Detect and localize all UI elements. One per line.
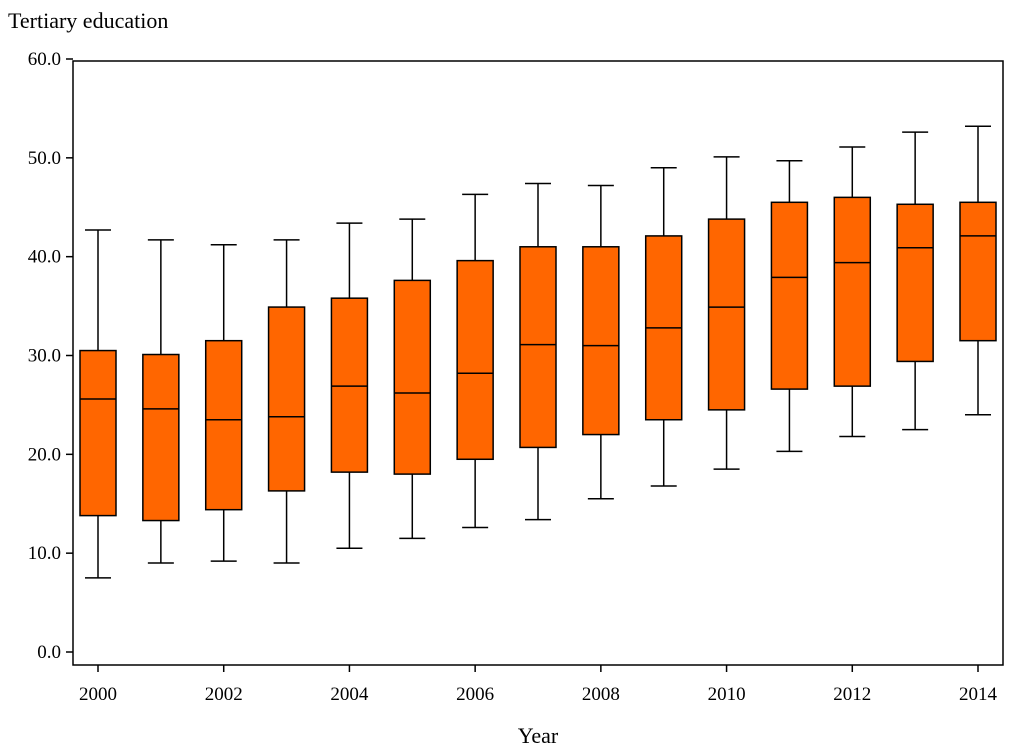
box-2000 [79, 229, 117, 579]
iqr-box [707, 218, 746, 411]
x-tick-label: 2004 [330, 684, 369, 705]
box-2011 [770, 160, 809, 453]
iqr-box [896, 203, 934, 363]
iqr-box [959, 201, 997, 342]
box-2008 [582, 184, 620, 500]
box-2009 [644, 166, 683, 487]
plot-area-frame [72, 60, 1004, 666]
box-2005 [393, 218, 432, 540]
x-tick-label: 2006 [456, 684, 494, 705]
box-2007 [519, 182, 557, 521]
box-2001 [142, 239, 180, 564]
y-tick-label: 10.0 [28, 543, 61, 564]
box-2012 [833, 146, 872, 438]
iqr-box [393, 279, 432, 475]
x-axis: 2000 2002 2004 2006 2008 2010 2012 2014 [79, 665, 998, 705]
iqr-box [267, 306, 306, 492]
y-tick-label: 0.0 [37, 642, 61, 663]
x-axis-title: Year [518, 723, 559, 748]
iqr-box [833, 196, 872, 387]
iqr-box [142, 353, 180, 522]
x-tick-label: 2010 [708, 684, 746, 705]
box-2014 [959, 125, 997, 416]
y-tick-label: 40.0 [28, 247, 61, 268]
x-tick-label: 2012 [833, 684, 871, 705]
iqr-box [204, 339, 243, 511]
iqr-box [79, 349, 117, 517]
box-2004 [330, 222, 369, 549]
box-series [79, 125, 997, 579]
box-2003 [267, 239, 306, 564]
y-tick-label: 50.0 [28, 148, 61, 169]
x-tick-label: 2008 [582, 684, 620, 705]
x-tick-label: 2002 [205, 684, 243, 705]
iqr-box [330, 297, 369, 473]
box-2006 [456, 193, 494, 529]
y-axis-title: Tertiary education [8, 8, 168, 33]
iqr-box [582, 246, 620, 436]
x-tick-label: 2000 [79, 684, 117, 705]
box-2002 [204, 244, 243, 562]
iqr-box [519, 246, 557, 449]
y-axis: 0.0 10.0 20.0 30.0 40.0 50.0 60.0 [28, 49, 73, 663]
box-2010 [707, 156, 746, 470]
x-tick-label: 2014 [959, 684, 998, 705]
y-tick-label: 30.0 [28, 346, 61, 367]
iqr-box [770, 201, 809, 390]
y-tick-label: 60.0 [28, 49, 61, 70]
iqr-box [456, 259, 494, 461]
box-2013 [896, 131, 934, 431]
y-tick-label: 20.0 [28, 444, 61, 465]
